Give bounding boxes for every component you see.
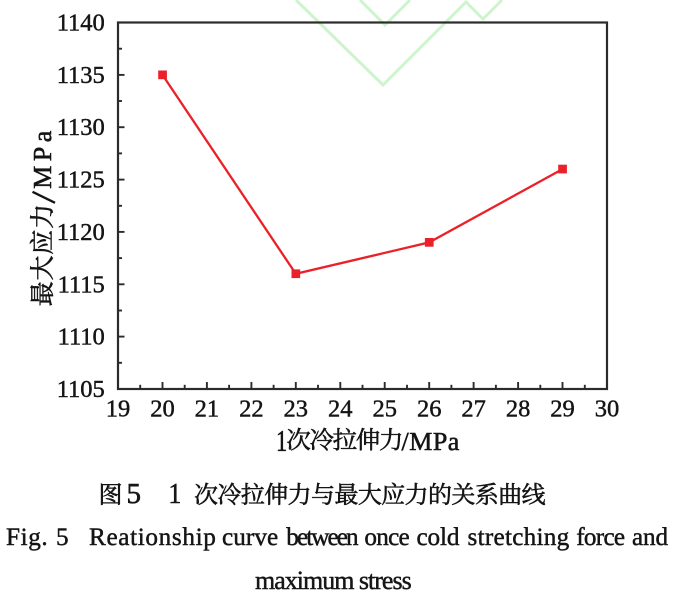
svg-text:1125: 1125 xyxy=(57,167,105,194)
svg-text:25: 25 xyxy=(372,396,397,423)
svg-text:27: 27 xyxy=(461,396,486,423)
svg-text:30: 30 xyxy=(595,396,620,423)
svg-text:1105: 1105 xyxy=(57,376,105,403)
svg-text:22: 22 xyxy=(239,396,264,423)
svg-text:1120: 1120 xyxy=(57,219,105,246)
svg-text:26: 26 xyxy=(417,396,442,423)
svg-text:1135: 1135 xyxy=(57,62,105,89)
svg-text:1130: 1130 xyxy=(57,114,105,141)
svg-text:28: 28 xyxy=(506,396,531,423)
svg-text:24: 24 xyxy=(328,396,353,423)
svg-text:29: 29 xyxy=(550,396,575,423)
svg-text:1110: 1110 xyxy=(58,324,105,351)
svg-text:23: 23 xyxy=(284,396,309,423)
svg-text:1115: 1115 xyxy=(58,271,105,298)
svg-text:20: 20 xyxy=(150,396,175,423)
svg-text:19: 19 xyxy=(106,396,131,423)
svg-text:21: 21 xyxy=(195,396,220,423)
svg-text:1140: 1140 xyxy=(57,10,105,37)
